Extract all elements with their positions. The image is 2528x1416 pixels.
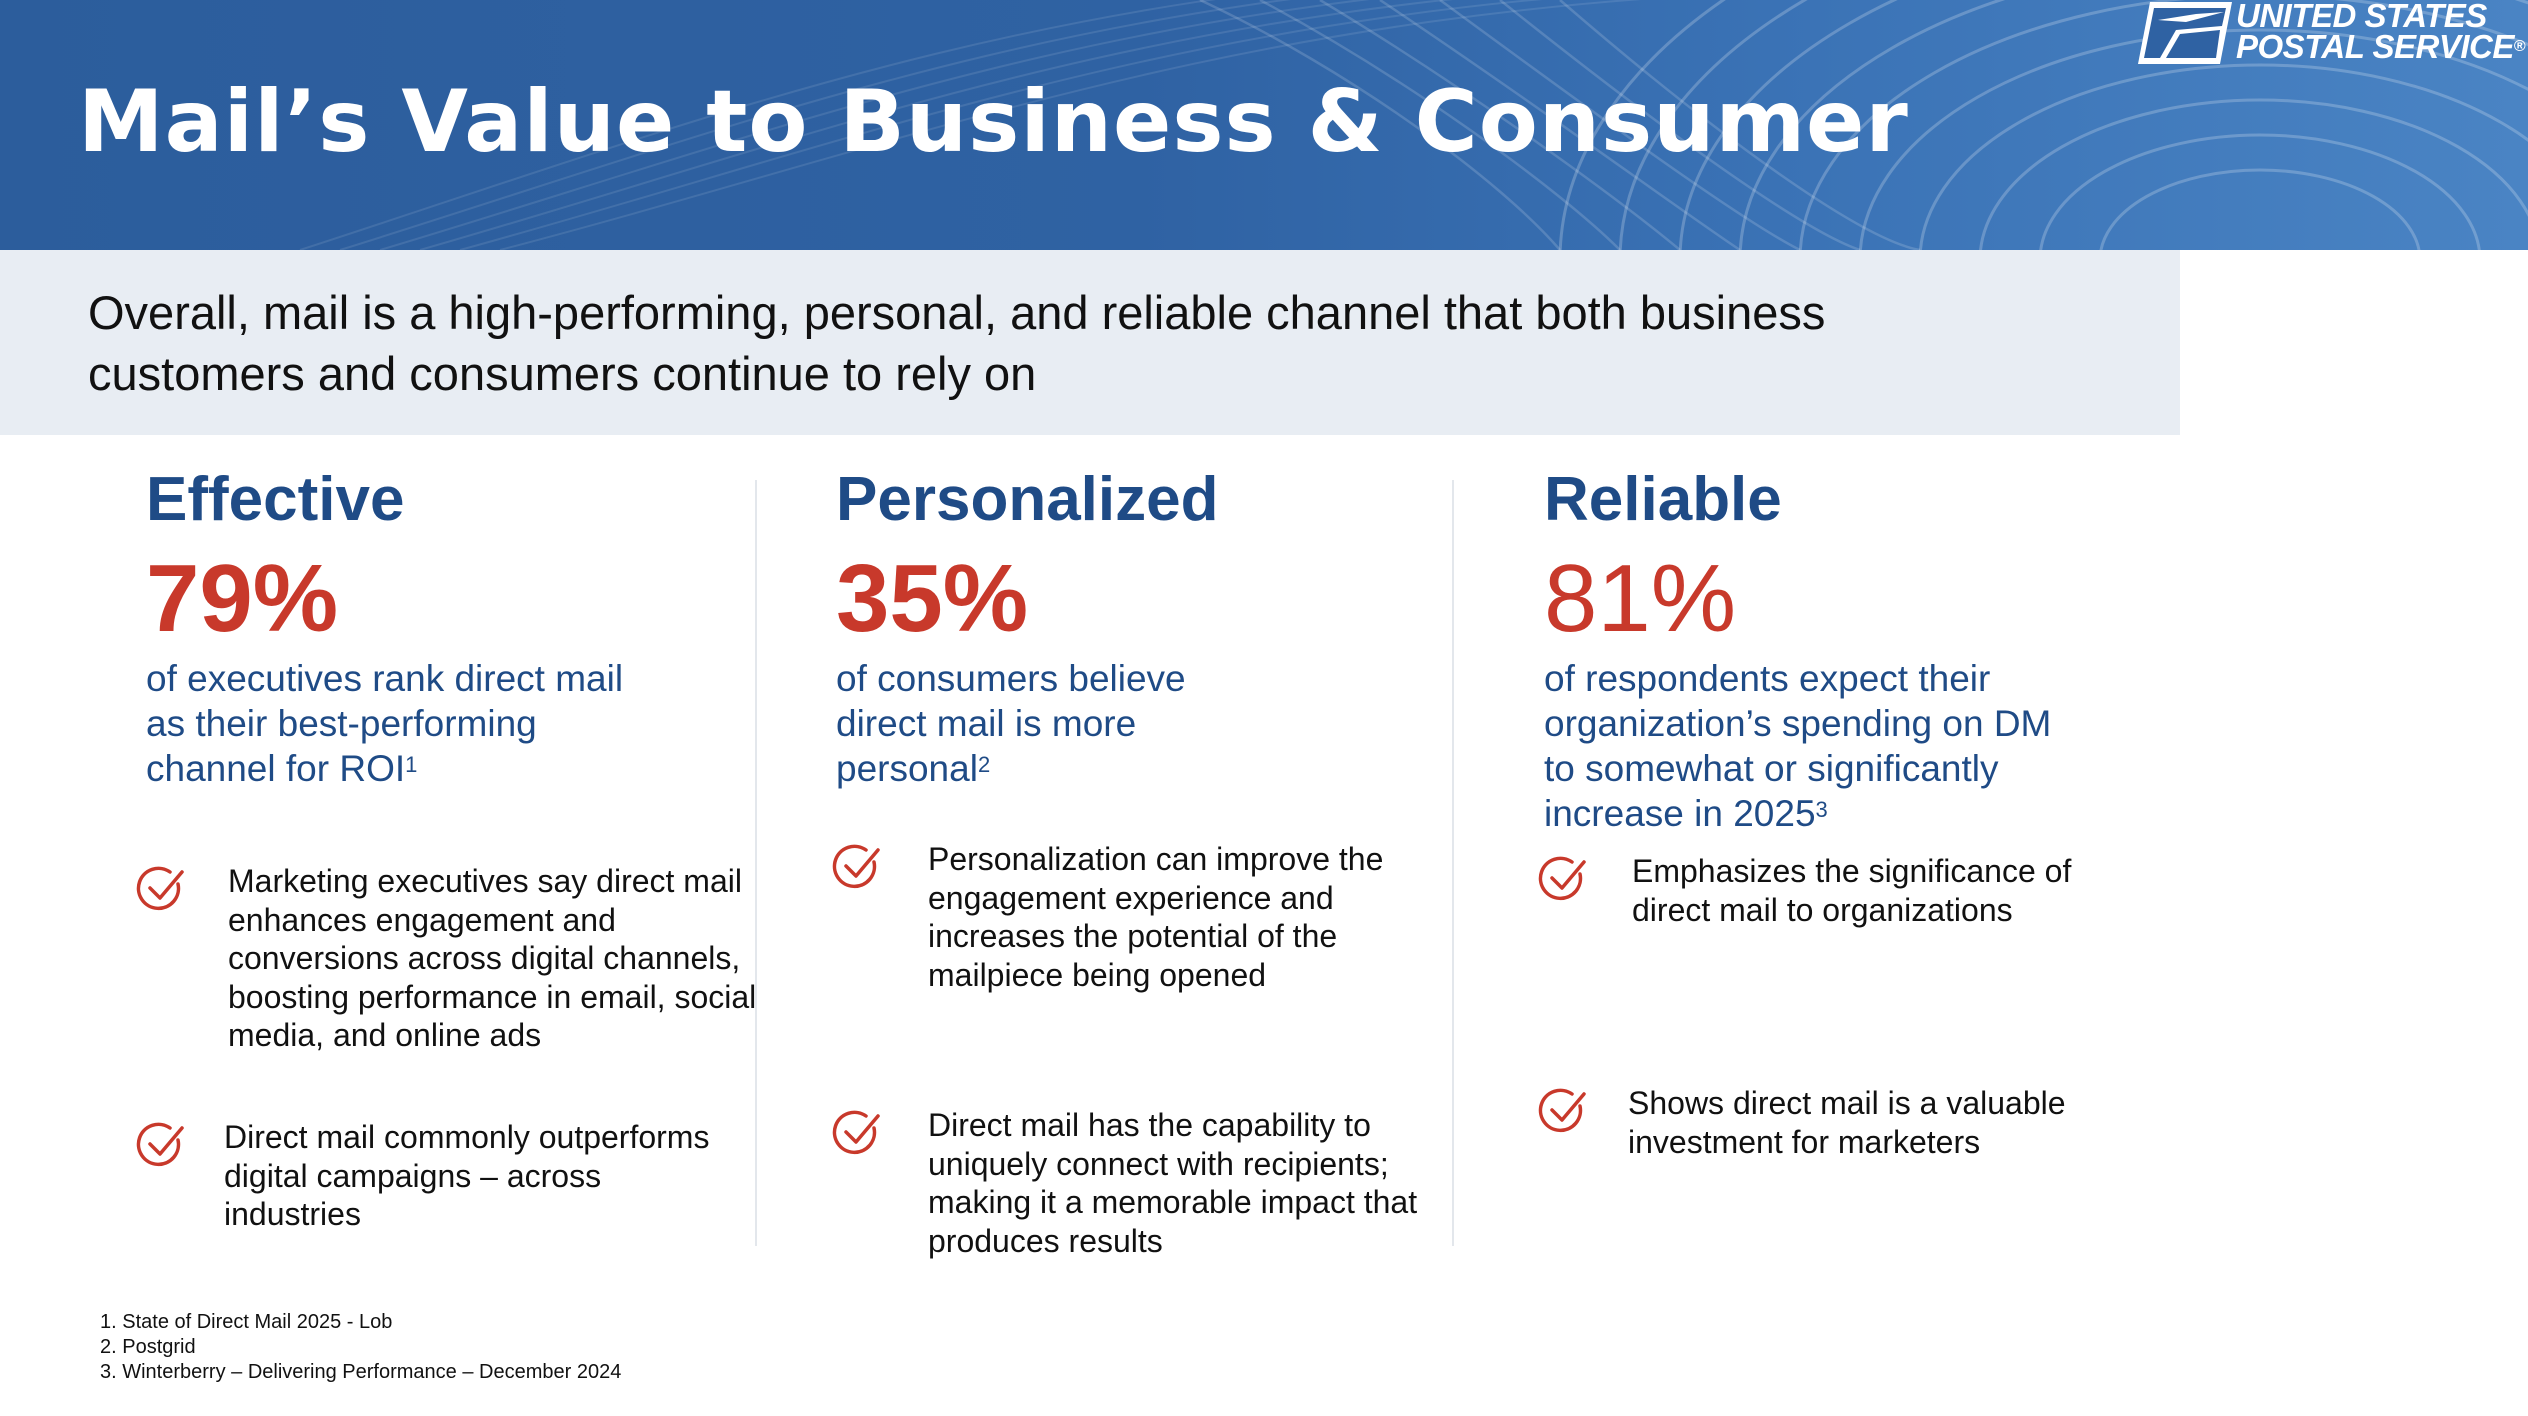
checkmark-circle-icon	[1538, 1088, 1586, 1133]
usps-wordmark: UNITED STATES POSTAL SERVICE®	[2236, 0, 2526, 65]
stat-description: of consumers believe direct mail is more…	[836, 658, 1186, 789]
footnotes: 1. State of Direct Mail 2025 - Lob 2. Po…	[100, 1310, 621, 1385]
footnote-ref: 3	[1815, 797, 1828, 822]
stat-value: 81%	[1544, 545, 1737, 652]
column-heading: Effective	[146, 465, 405, 534]
footnote-2: 2. Postgrid	[100, 1336, 196, 1358]
header-banner: Mail’s Value to Business & Consumer UNIT…	[0, 0, 2528, 250]
bullet-text: Personalization can improve the engageme…	[928, 841, 1384, 993]
column-heading: Reliable	[1544, 465, 1782, 534]
usps-logo: UNITED STATES POSTAL SERVICE®	[2136, 0, 2528, 66]
brand-line-1: UNITED STATES	[2236, 0, 2487, 34]
column-divider	[755, 480, 757, 1246]
bullet-text: Shows direct mail is a valuable investme…	[1628, 1085, 2066, 1160]
footnote-1: 1. State of Direct Mail 2025 - Lob	[100, 1311, 393, 1333]
bullet-text: Direct mail has the capability to unique…	[928, 1107, 1418, 1259]
footnote-ref: 1	[405, 752, 418, 777]
page-title: Mail’s Value to Business & Consumer	[78, 72, 1909, 172]
stat-value: 35%	[836, 545, 1029, 652]
column-reliable: Reliable 81% of respondents expect their…	[1538, 460, 2144, 1280]
summary-text: Overall, mail is a high-performing, pers…	[88, 286, 1826, 400]
stat-description: of executives rank direct mail as their …	[146, 658, 624, 789]
checkmark-circle-icon	[1538, 856, 1586, 901]
checkmark-circle-icon	[832, 1110, 880, 1155]
wave-pattern	[299, 0, 2528, 250]
checkmark-circle-icon	[136, 1122, 184, 1167]
footnote-ref: 2	[977, 752, 991, 777]
bullet-text: Emphasizes the significance of direct ma…	[1632, 853, 2072, 928]
column-divider	[1452, 480, 1454, 1246]
footnote-3: 3. Winterberry – Delivering Performance …	[100, 1361, 622, 1383]
bullet-text: Marketing executives say direct mail enh…	[228, 863, 757, 1053]
column-heading: Personalized	[836, 465, 1219, 534]
bullet-text: Direct mail commonly outperforms digital…	[224, 1119, 710, 1232]
checkmark-circle-icon	[832, 844, 880, 889]
summary-band: Overall, mail is a high-performing, pers…	[0, 250, 2180, 435]
brand-line-2: POSTAL SERVICE®	[2236, 28, 2526, 65]
column-personalized: Personalized 35% of consumers believe di…	[832, 460, 1436, 1280]
stat-value: 79%	[146, 545, 339, 652]
stat-description: of respondents expect their organization…	[1544, 658, 2052, 834]
column-effective: Effective 79% of executives rank direct …	[136, 460, 766, 1280]
registered-mark: ®	[2513, 38, 2526, 55]
usps-eagle-icon	[2138, 2, 2232, 64]
checkmark-circle-icon	[136, 866, 184, 911]
